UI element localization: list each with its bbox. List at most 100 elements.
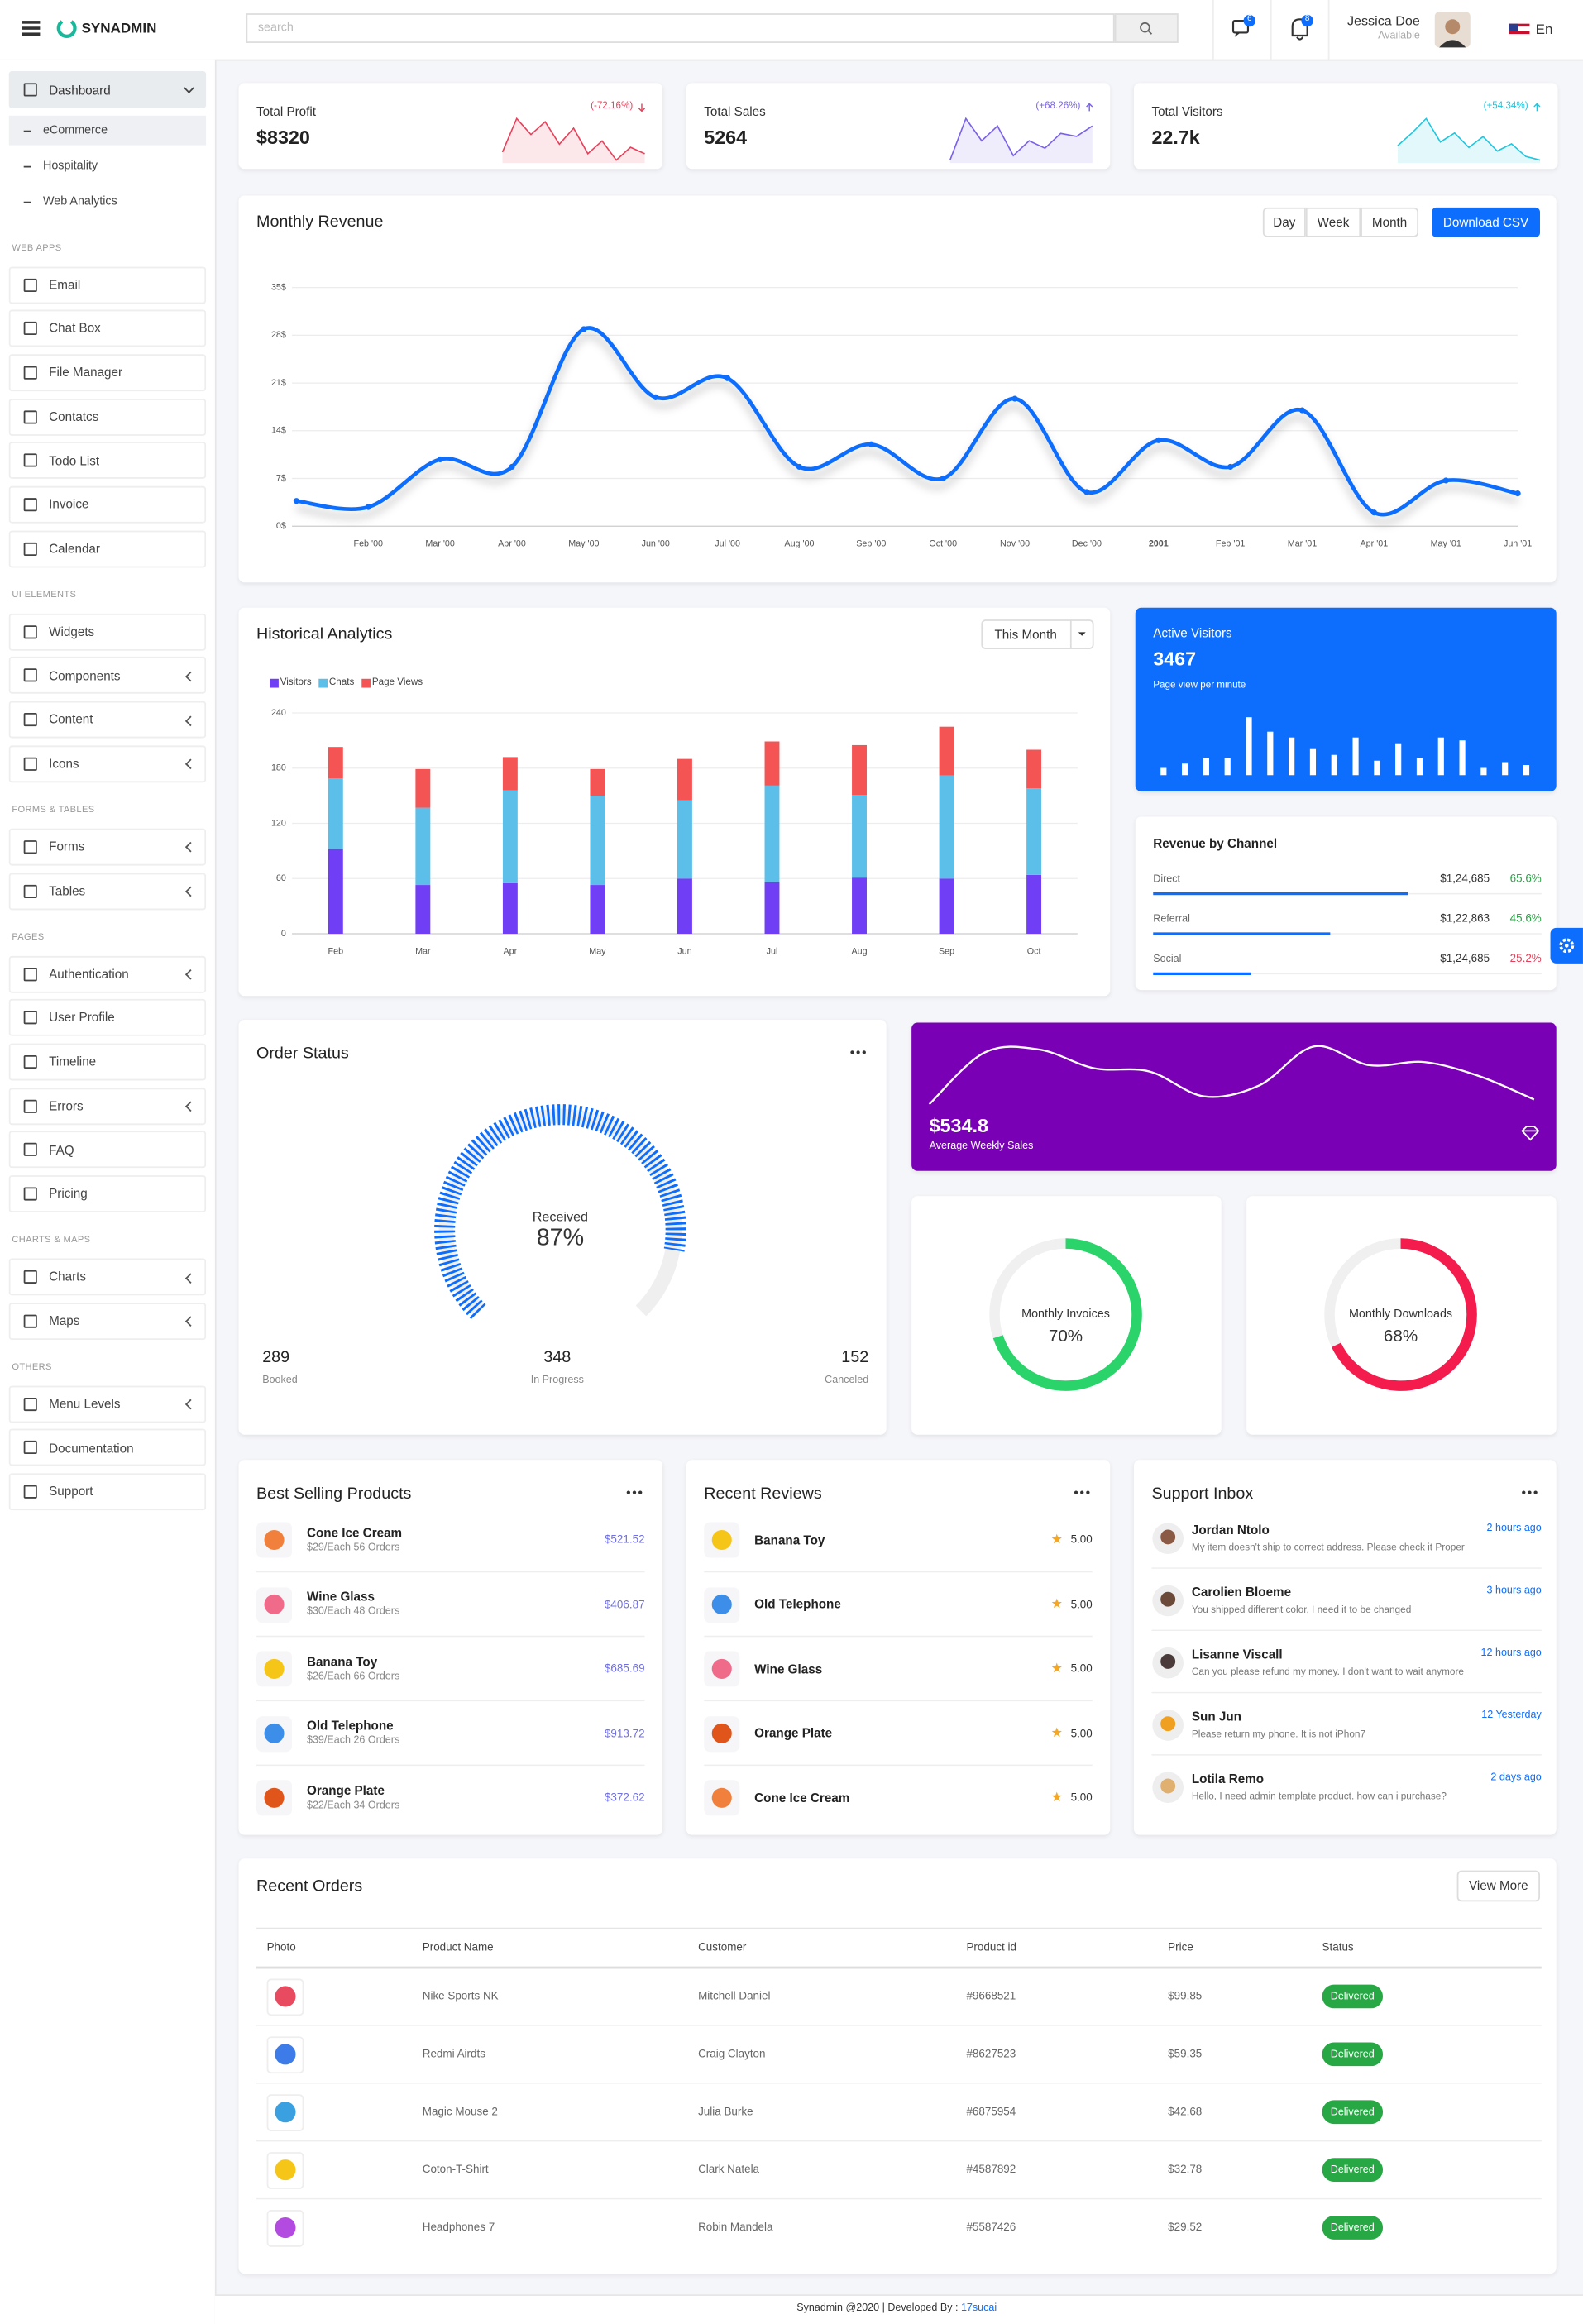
order-stat-label: In Progress [530, 1375, 584, 1385]
menu-item[interactable] [8, 613, 207, 651]
flag-canton [1509, 23, 1518, 31]
divider [1327, 0, 1330, 60]
download-button-label[interactable]: Download CSV [1442, 214, 1529, 230]
weekly-sales-value: $534.8 [929, 1113, 988, 1136]
stat-value: $8320 [256, 125, 310, 148]
menu-item[interactable] [8, 1385, 207, 1423]
menu-item[interactable] [8, 1429, 207, 1467]
message-time: 12 hours ago [1480, 1647, 1542, 1658]
menu-item[interactable] [8, 1043, 207, 1081]
menu-icon [23, 1485, 37, 1499]
menu-label: Forms [49, 839, 85, 854]
menu-toggle-line[interactable] [22, 32, 41, 36]
menu-label: Errors [49, 1097, 84, 1113]
submenu-arrow [23, 165, 31, 167]
menu-section-title: UI ELEMENTS [12, 590, 77, 600]
menu-label: File Manager [49, 365, 123, 380]
submenu-item[interactable] [9, 151, 206, 181]
menu-item[interactable] [8, 309, 207, 347]
menu-item[interactable] [8, 398, 207, 436]
menu-toggle-line[interactable] [22, 21, 41, 23]
footer-copyright: Synadmin @2020 | Developed By : [796, 2302, 961, 2314]
product-detail: $26/Each 66 Orders [306, 1671, 400, 1682]
channel-name: Direct [1153, 873, 1181, 884]
download-button[interactable] [1432, 207, 1540, 237]
menu-item[interactable] [8, 828, 207, 866]
donut-label: Monthly Downloads [1348, 1307, 1453, 1321]
dropdown-label[interactable]: This Month [994, 626, 1057, 642]
footer-link[interactable]: 17sucai [960, 2302, 997, 2314]
menu-section-title: OTHERS [12, 1362, 52, 1373]
product-detail: $29/Each 56 Orders [306, 1542, 400, 1553]
menu-icon [23, 409, 37, 423]
menu-section-title: CHARTS & MAPS [12, 1235, 91, 1246]
stat-change: (-72.16%) [591, 101, 634, 112]
menu-icon [23, 839, 37, 854]
menu-icon [23, 668, 37, 683]
menu-item[interactable] [8, 1473, 207, 1511]
donut-value-label: 68% [1383, 1328, 1418, 1346]
settings-button[interactable] [1550, 927, 1583, 964]
product-detail: $30/Each 48 Orders [306, 1606, 400, 1618]
menu-item[interactable] [8, 265, 207, 304]
menu-toggle-line[interactable] [22, 26, 41, 29]
submenu-item-active[interactable] [8, 115, 207, 146]
message-time: 2 days ago [1490, 1772, 1542, 1783]
product-name: Old Telephone [306, 1718, 394, 1733]
message-text: Hello, I need admin template product. ho… [1191, 1791, 1447, 1802]
submenu-label: Hospitality [42, 158, 98, 172]
divider [1270, 0, 1272, 60]
period-button[interactable] [1361, 207, 1419, 237]
menu-label: Tables [49, 882, 86, 898]
search-input[interactable] [246, 13, 1115, 43]
period-button[interactable] [1262, 207, 1306, 237]
inbox-card [1133, 1460, 1557, 1835]
menu-label: Icons [49, 756, 79, 771]
dropdown-divider [1069, 619, 1072, 649]
review-rating: 5.00 [1070, 1597, 1093, 1611]
order-id: #5587426 [966, 2221, 1016, 2235]
period-button[interactable] [1305, 207, 1361, 237]
menu-item[interactable] [8, 1131, 207, 1169]
menu-item[interactable] [8, 485, 207, 524]
status-pill [1322, 2100, 1384, 2125]
channel-amount: $1,22,863 [1440, 911, 1490, 925]
menu-item[interactable] [8, 1302, 207, 1340]
stat-change: (+54.34%) [1483, 101, 1528, 112]
sender-name: Sun Jun [1191, 1708, 1241, 1724]
menu-item[interactable] [8, 1087, 207, 1125]
menu-item[interactable] [8, 701, 207, 739]
menu-item[interactable] [8, 657, 207, 695]
channel-card [1135, 816, 1557, 991]
dropdown[interactable] [981, 619, 1094, 649]
order-price: $32.78 [1168, 2163, 1203, 2177]
view-more-label[interactable]: View More [1468, 1878, 1528, 1893]
submenu-label: Web Analytics [42, 194, 117, 208]
menu-item[interactable] [8, 872, 207, 910]
menu-item-active[interactable] [8, 71, 207, 108]
period-button-label[interactable]: Week [1317, 214, 1350, 230]
menu-item[interactable] [8, 999, 207, 1037]
period-button-label[interactable]: Day [1273, 214, 1296, 230]
menu-item[interactable] [8, 530, 207, 567]
menu-item[interactable] [8, 1175, 207, 1212]
order-price: $59.35 [1168, 2047, 1203, 2061]
user-status: Available [1378, 30, 1420, 41]
menu-item[interactable] [8, 745, 207, 782]
product-detail: $22/Each 34 Orders [306, 1800, 400, 1811]
menu-item[interactable] [8, 442, 207, 480]
menu-label: Components [49, 667, 121, 683]
menu-label: Charts [49, 1269, 87, 1284]
historical-card [238, 607, 1111, 997]
active-visitors-subtitle: Page view per minute [1153, 680, 1246, 691]
language[interactable]: En [1535, 22, 1553, 39]
period-button-label[interactable]: Month [1371, 214, 1408, 230]
view-more-button[interactable] [1456, 1870, 1540, 1902]
menu-icon [23, 453, 37, 468]
menu-item[interactable] [8, 1258, 207, 1296]
menu-item[interactable] [8, 955, 207, 992]
stat-title: Total Visitors [1151, 103, 1223, 118]
menu-item[interactable] [8, 354, 207, 391]
order-stat-value: 289 [262, 1347, 290, 1366]
product-photo [266, 2035, 304, 2073]
